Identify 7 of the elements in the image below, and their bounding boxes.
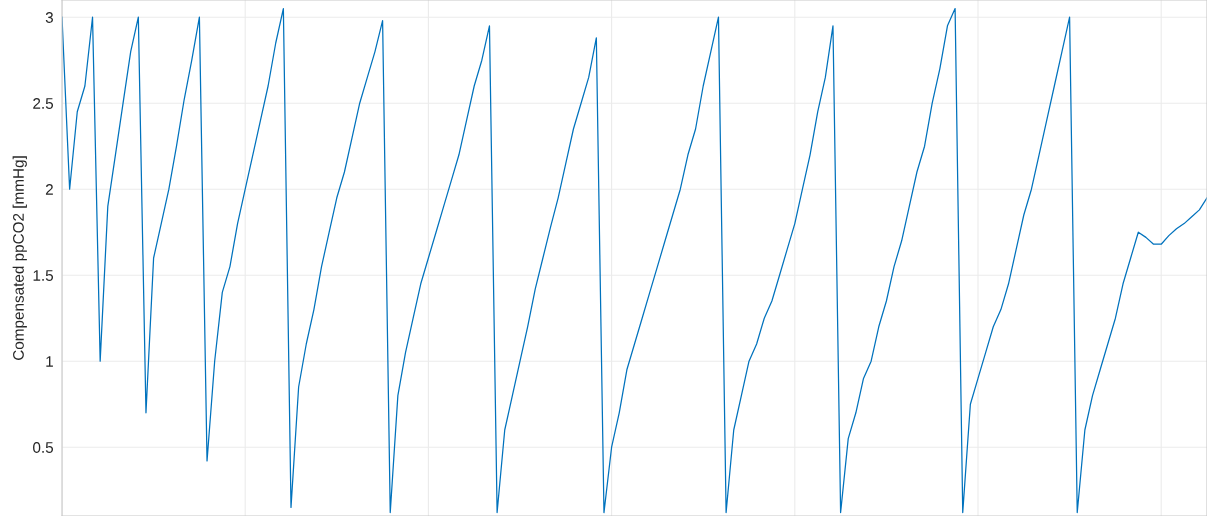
y-axis-title: Compensated ppCO2 [mmHg] (12, 156, 27, 360)
y-tick-label: 0.5 (33, 442, 54, 453)
y-tick-label: 2.5 (33, 98, 54, 109)
y-tick-label: 1.5 (33, 270, 54, 281)
y-tick-label: 3 (45, 12, 53, 23)
y-tick-label: 2 (45, 184, 53, 195)
y-tick-label: 1 (46, 356, 53, 367)
